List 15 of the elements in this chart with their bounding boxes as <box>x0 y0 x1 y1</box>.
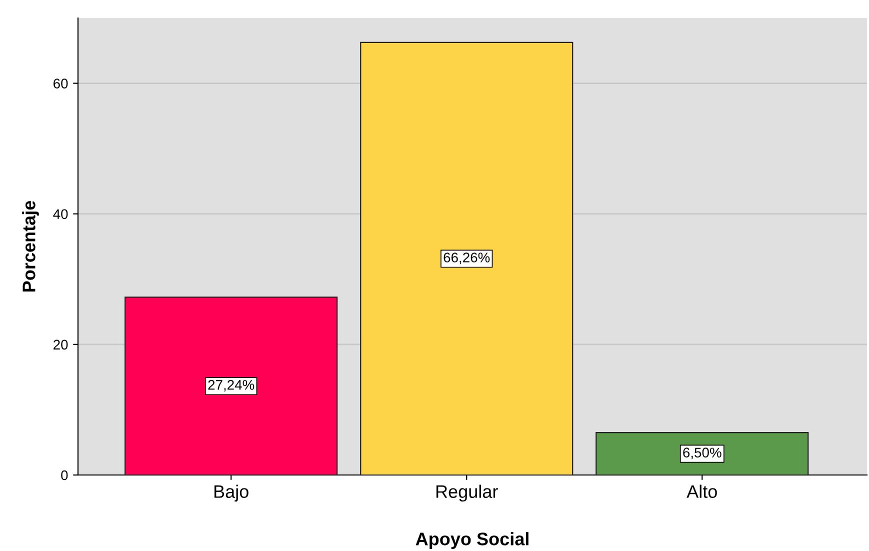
data-label: 27,24% <box>208 380 254 392</box>
bar <box>360 42 574 475</box>
x-tick-label: Regular <box>436 484 498 502</box>
y-axis-title: Porcentaje <box>22 200 39 292</box>
y-tick-label: 0 <box>61 470 68 480</box>
x-tick-label: Alto <box>686 484 717 498</box>
x-axis-title: Apoyo Social <box>416 532 528 549</box>
bar <box>596 432 809 475</box>
y-tick-label: 60 <box>54 78 68 88</box>
bar <box>124 296 338 475</box>
x-tick-label: Bajo <box>214 484 248 502</box>
data-label: 66,26% <box>444 252 490 264</box>
y-tick-label: 40 <box>53 209 68 220</box>
y-tick-label: 20 <box>54 340 68 350</box>
data-label: 6,50% <box>683 448 722 460</box>
